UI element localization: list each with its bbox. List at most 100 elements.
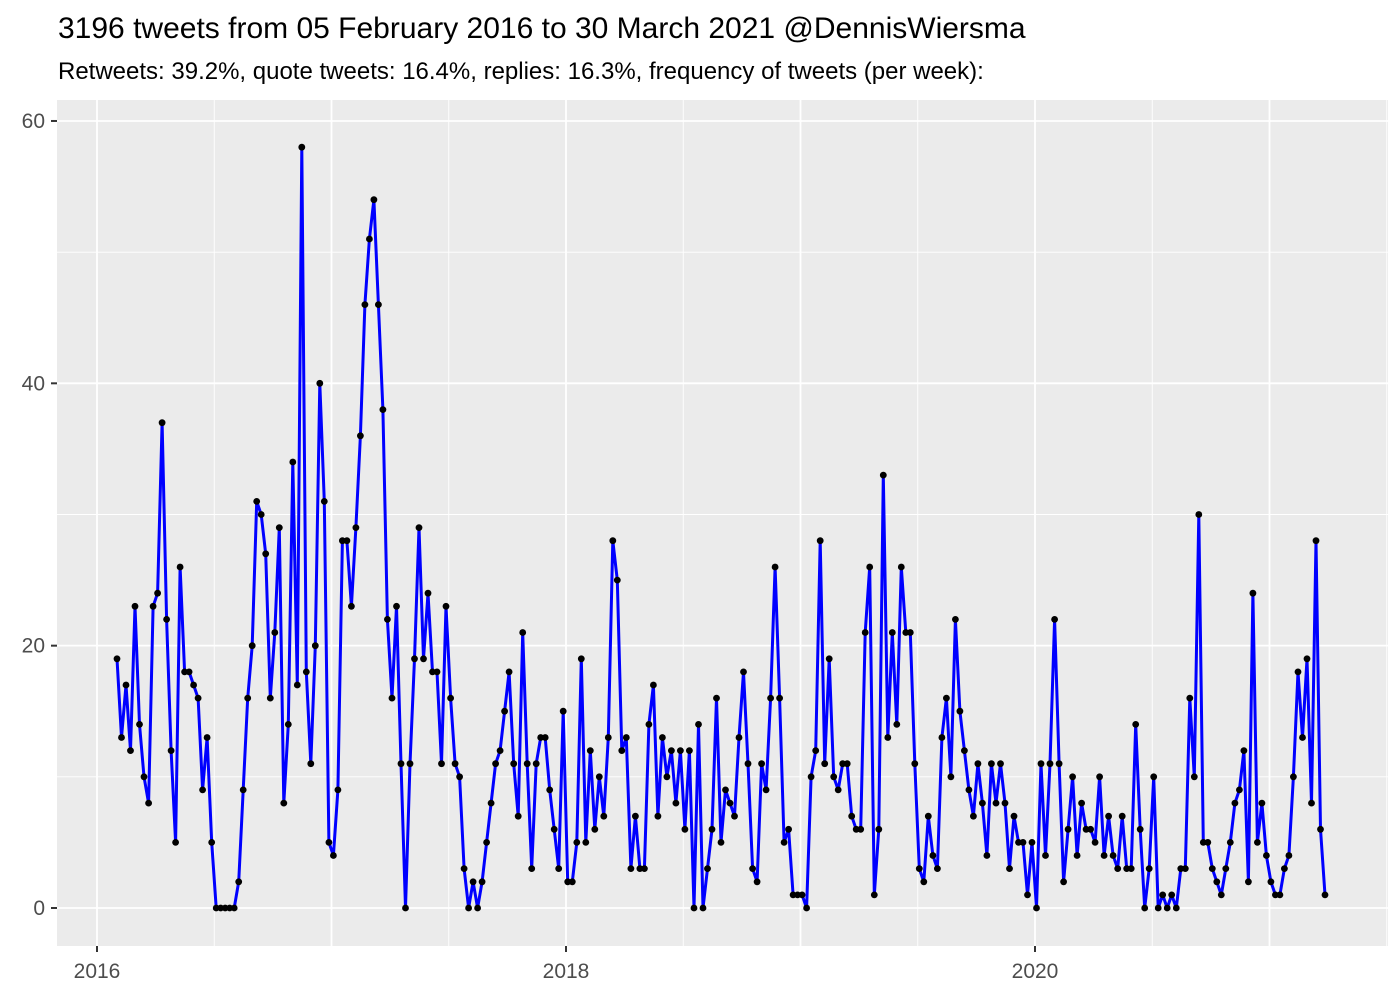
data-point [208,839,216,846]
data-point [1055,760,1063,768]
data-point [943,694,950,702]
data-point [893,721,901,728]
data-point [483,839,490,846]
data-point [695,721,702,728]
data-point [947,773,955,781]
data-point [203,734,211,741]
data-point [348,602,355,610]
data-point [343,537,351,545]
data-point [1263,852,1270,859]
data-point [798,891,806,899]
data-point [501,707,508,715]
data-point [762,786,770,794]
data-point [830,773,838,781]
data-point [1024,891,1031,899]
data-point [1240,747,1248,754]
data-point [474,904,481,912]
data-point [320,498,328,505]
data-point [510,760,518,768]
data-point [929,852,937,859]
data-point [298,143,306,151]
data-point [934,865,941,872]
data-point [965,786,973,794]
data-point [1141,904,1149,912]
data-point [668,747,675,754]
data-point [1105,812,1112,820]
data-point [884,734,892,741]
y-axis-label: 60 [22,110,45,133]
data-point [284,721,292,728]
data-point [311,642,319,650]
data-point [1208,865,1216,872]
data-point [677,747,684,754]
data-point [1245,878,1252,886]
data-point [604,734,612,741]
data-point [1132,721,1140,728]
data-point [713,694,720,702]
data-point [1222,865,1230,872]
data-point [1006,865,1013,872]
y-axis-label: 20 [22,635,45,658]
data-point [1299,734,1306,741]
data-point [325,839,333,846]
data-point [731,812,738,820]
data-point [469,878,477,886]
data-point [915,865,923,872]
data-point [1303,655,1311,663]
data-point [870,891,878,899]
data-point [275,524,283,531]
data-point [149,602,157,610]
data-point [613,576,621,584]
data-point [654,812,662,820]
data-point [758,760,765,768]
data-point [555,865,563,872]
data-point [154,589,162,597]
data-point [397,760,405,768]
data-point [807,773,815,781]
x-axis-label: 2016 [74,960,121,983]
data-point [487,799,495,807]
data-point [248,642,256,650]
data-point [131,602,139,610]
y-axis-label: 0 [33,897,45,920]
data-point [708,825,716,833]
data-point [952,616,959,623]
data-point [199,786,207,794]
data-point [681,825,689,833]
data-point [158,419,166,427]
data-point [185,668,193,676]
data-point [1118,812,1126,820]
data-point [821,760,829,768]
data-point [316,379,324,387]
data-point [1254,839,1261,846]
data-point [253,498,261,505]
data-point [875,825,883,833]
data-point [127,747,134,754]
data-point [740,668,747,676]
data-point [1195,511,1203,518]
data-point [492,760,499,768]
data-point [622,734,630,741]
data-point [424,589,432,597]
data-point [1154,904,1162,912]
data-point [1145,865,1153,872]
data-point [618,747,626,754]
data-point [1100,852,1108,859]
data-point [825,655,833,663]
data-point [402,904,409,912]
data-point [271,629,279,636]
data-point [528,865,536,872]
data-point [393,602,400,610]
data-point [145,799,153,807]
data-point [266,694,274,702]
data-point [897,563,905,571]
chart-title: 3196 tweets from 05 February 2016 to 30 … [58,12,1026,45]
data-point [744,760,752,768]
data-point [257,511,265,518]
data-point [370,196,378,204]
data-point [600,812,608,820]
data-point [586,747,594,754]
data-point [1028,839,1036,846]
data-point [1204,839,1212,846]
